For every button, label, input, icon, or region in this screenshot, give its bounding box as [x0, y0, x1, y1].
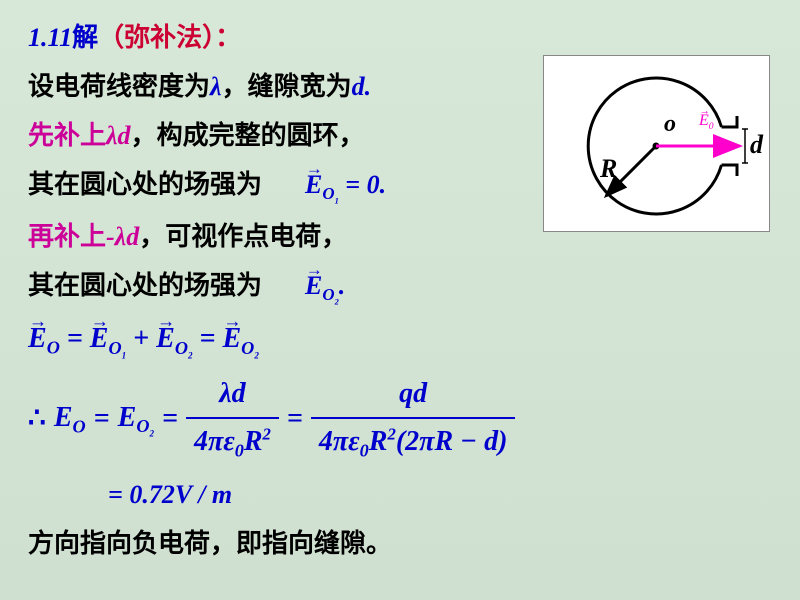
- frac2-den: 4πε0R2(2πR − d): [311, 419, 516, 465]
- eq-3: =: [94, 398, 110, 440]
- l3-text-a: 其在圆心处的场强为: [28, 170, 262, 199]
- eq-e-o1: EO1 = 0.: [305, 170, 386, 199]
- l4-text-b: ，可视作点电荷，: [139, 222, 347, 251]
- diagram-svg: [544, 56, 769, 231]
- sym-d: d: [352, 72, 365, 101]
- l1-text-b: ，缝隙宽为: [222, 72, 352, 101]
- eq-line-1: EO = EO1 + EO2 = EO2: [28, 318, 772, 363]
- plus-1: +: [133, 323, 149, 354]
- sub-O: O: [47, 338, 60, 358]
- line-5: 其在圆心处的场强为 EO2.: [28, 266, 772, 308]
- frac-1: λd 4πε0R2: [186, 373, 279, 465]
- sub-O1: O1: [322, 184, 338, 203]
- eq-4: =: [162, 398, 178, 440]
- label-d: d: [750, 130, 763, 160]
- sym-lambdad: λd: [106, 121, 131, 150]
- vec-EO2b: E: [156, 318, 175, 360]
- sym-lambda: λ: [210, 72, 222, 101]
- eq-2: =: [200, 323, 216, 354]
- title-method: （弥补法）：: [98, 23, 241, 52]
- l2-text-a: 先补上: [28, 121, 106, 150]
- sub-O1b: O1: [108, 338, 126, 358]
- vec-E2: E: [305, 266, 322, 305]
- therefore: ∴: [28, 398, 46, 440]
- line-3: 其在圆心处的场强为 EO1 = 0.: [28, 165, 538, 207]
- sym-dot1: .: [365, 72, 372, 101]
- vec-EO2c: E: [222, 318, 241, 360]
- frac2-num: qd: [311, 373, 516, 419]
- vec-E1: E: [305, 165, 322, 204]
- eq-line-2: ∴ EO = EO2 = λd 4πε0R2 = qd 4πε0R2(2πR −…: [28, 373, 772, 465]
- eq-1: =: [67, 323, 83, 354]
- vec-EO1b: E: [90, 318, 109, 360]
- l2-text-b: ，构成完整的圆环，: [131, 121, 365, 150]
- line-2: 先补上λd，构成完整的圆环，: [28, 116, 518, 155]
- eq-e-o2: EO2.: [305, 271, 345, 300]
- ring-diagram: o E0 R d: [543, 55, 770, 232]
- label-E0: E0: [699, 112, 714, 132]
- title-number: 1.11: [28, 23, 72, 52]
- frac1-num: λd: [186, 373, 279, 419]
- l1-text-a: 设电荷线密度为: [28, 72, 210, 101]
- label-R: R: [600, 154, 617, 184]
- frac-2: qd 4πε0R2(2πR − d): [311, 373, 516, 465]
- EO-lhs: EO: [54, 397, 86, 441]
- sub-O2: O2: [322, 285, 338, 304]
- sub-O2c: O2: [241, 338, 259, 358]
- l5-text-a: 其在圆心处的场强为: [28, 271, 262, 300]
- EO2-rhs: EO2: [118, 397, 154, 442]
- l4-text-a: 再补上: [28, 222, 106, 251]
- eq-result: = 0.72V / m: [108, 475, 772, 514]
- frac1-den: 4πε0R2: [186, 419, 279, 465]
- sub-O2b: O2: [175, 338, 193, 358]
- title-line: 1.11解（弥补法）：: [28, 18, 772, 57]
- eq-5: =: [287, 398, 303, 440]
- label-o: o: [664, 111, 676, 138]
- title-jie: 解: [72, 23, 98, 52]
- vec-EO: E: [28, 318, 47, 360]
- sym-neglambdad: -λd: [106, 222, 139, 251]
- line-8: 方向指向负电荷，即指向缝隙。: [28, 524, 772, 563]
